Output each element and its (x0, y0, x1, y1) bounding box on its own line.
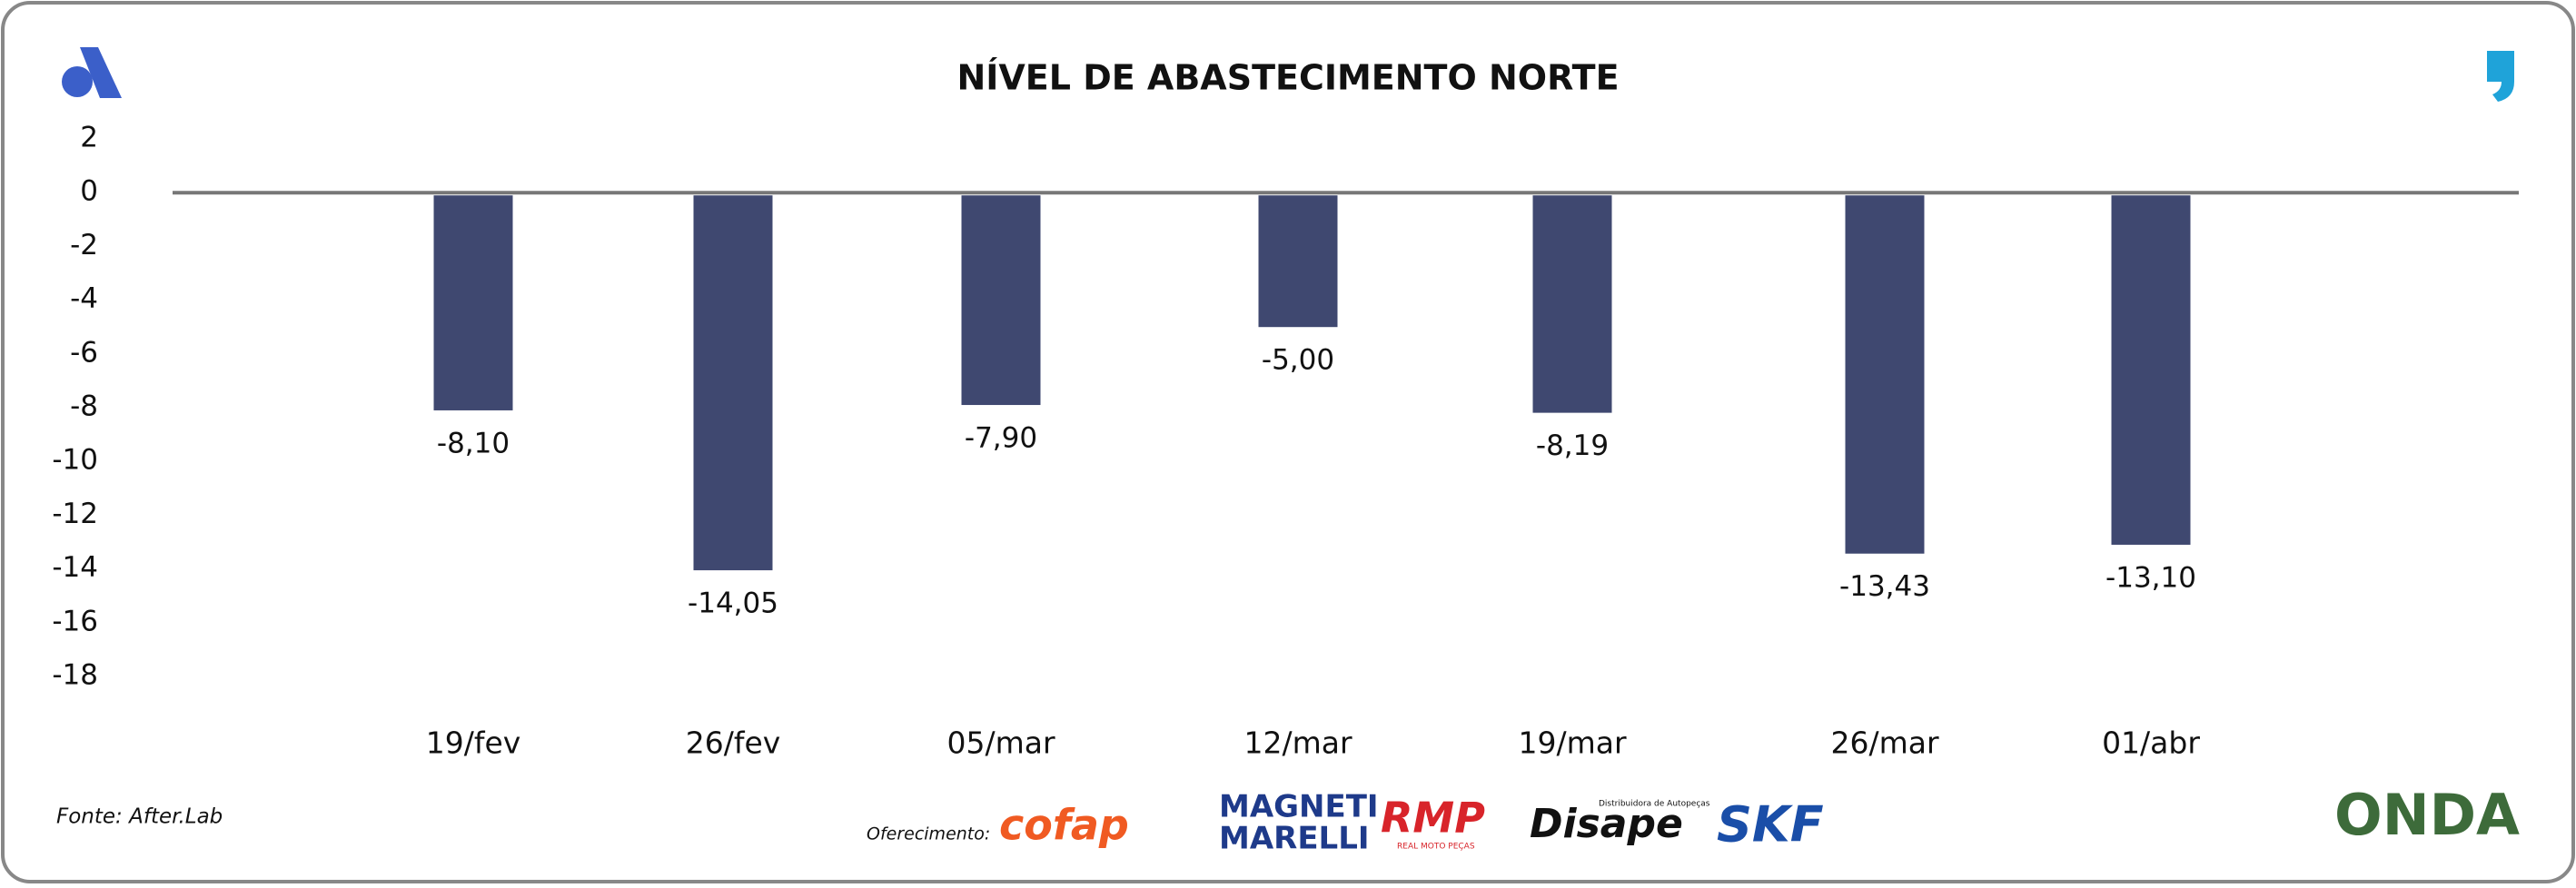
sponsor-logo: RMP (1381, 794, 1485, 843)
y-tick-label: 2 (80, 122, 98, 154)
brand-logo (62, 47, 122, 98)
quote-icon (2487, 51, 2514, 102)
x-tick-label: 12/mar (1243, 725, 1352, 761)
y-tick-label: -8 (70, 390, 98, 423)
y-tick-label: -12 (52, 498, 98, 530)
sponsor-logo: Distribuidora de Autopeças (1599, 800, 1710, 809)
sponsor-logo: MARELLI (1219, 821, 1370, 857)
x-tick-label: 19/fev (426, 725, 521, 761)
value-label: -8,10 (437, 427, 510, 459)
chart-title: NÍVEL DE ABASTECIMENTO NORTE (956, 58, 1619, 98)
sponsor-logo: SKF (1717, 796, 1824, 853)
sponsor-logo: REAL MOTO PEÇAS (1397, 843, 1475, 852)
x-tick-label: 05/mar (946, 725, 1055, 761)
source: Fonte: After.Lab (56, 805, 223, 829)
bar (433, 195, 513, 410)
y-tick-label: -10 (52, 444, 98, 477)
bar (961, 195, 1041, 406)
y-tick-label: -16 (52, 605, 98, 637)
bar (1845, 195, 1925, 554)
value-label: -13,10 (2105, 561, 2196, 594)
sponsor-logo: MAGNETI (1219, 789, 1379, 825)
value-label: -13,43 (1839, 570, 1930, 603)
value-label: -8,19 (1536, 429, 1609, 462)
y-tick-label: -2 (70, 229, 98, 261)
value-label: -5,00 (1262, 344, 1334, 377)
value-label: -14,05 (688, 587, 778, 620)
bar (2111, 195, 2191, 545)
x-tick-label: 01/abr (2102, 725, 2200, 761)
sponsor-logo: ONDA (2334, 782, 2520, 848)
y-tick-label: -6 (70, 336, 98, 369)
bar (693, 195, 773, 571)
x-tick-label: 26/fev (686, 725, 781, 761)
y-tick-label: -14 (52, 551, 98, 584)
bar (1258, 195, 1338, 328)
value-label: -7,90 (965, 422, 1037, 455)
y-tick-label: 0 (80, 175, 98, 208)
sponsor-label: Oferecimento: (867, 824, 990, 844)
sponsor-logo: Disape (1530, 801, 1683, 847)
y-tick-label: -18 (52, 659, 98, 692)
bar (1532, 195, 1612, 413)
sponsor-logo: cofap (999, 801, 1129, 850)
y-tick-label: -4 (70, 282, 98, 315)
x-tick-label: 26/mar (1830, 725, 1938, 761)
x-tick-label: 19/mar (1518, 725, 1626, 761)
